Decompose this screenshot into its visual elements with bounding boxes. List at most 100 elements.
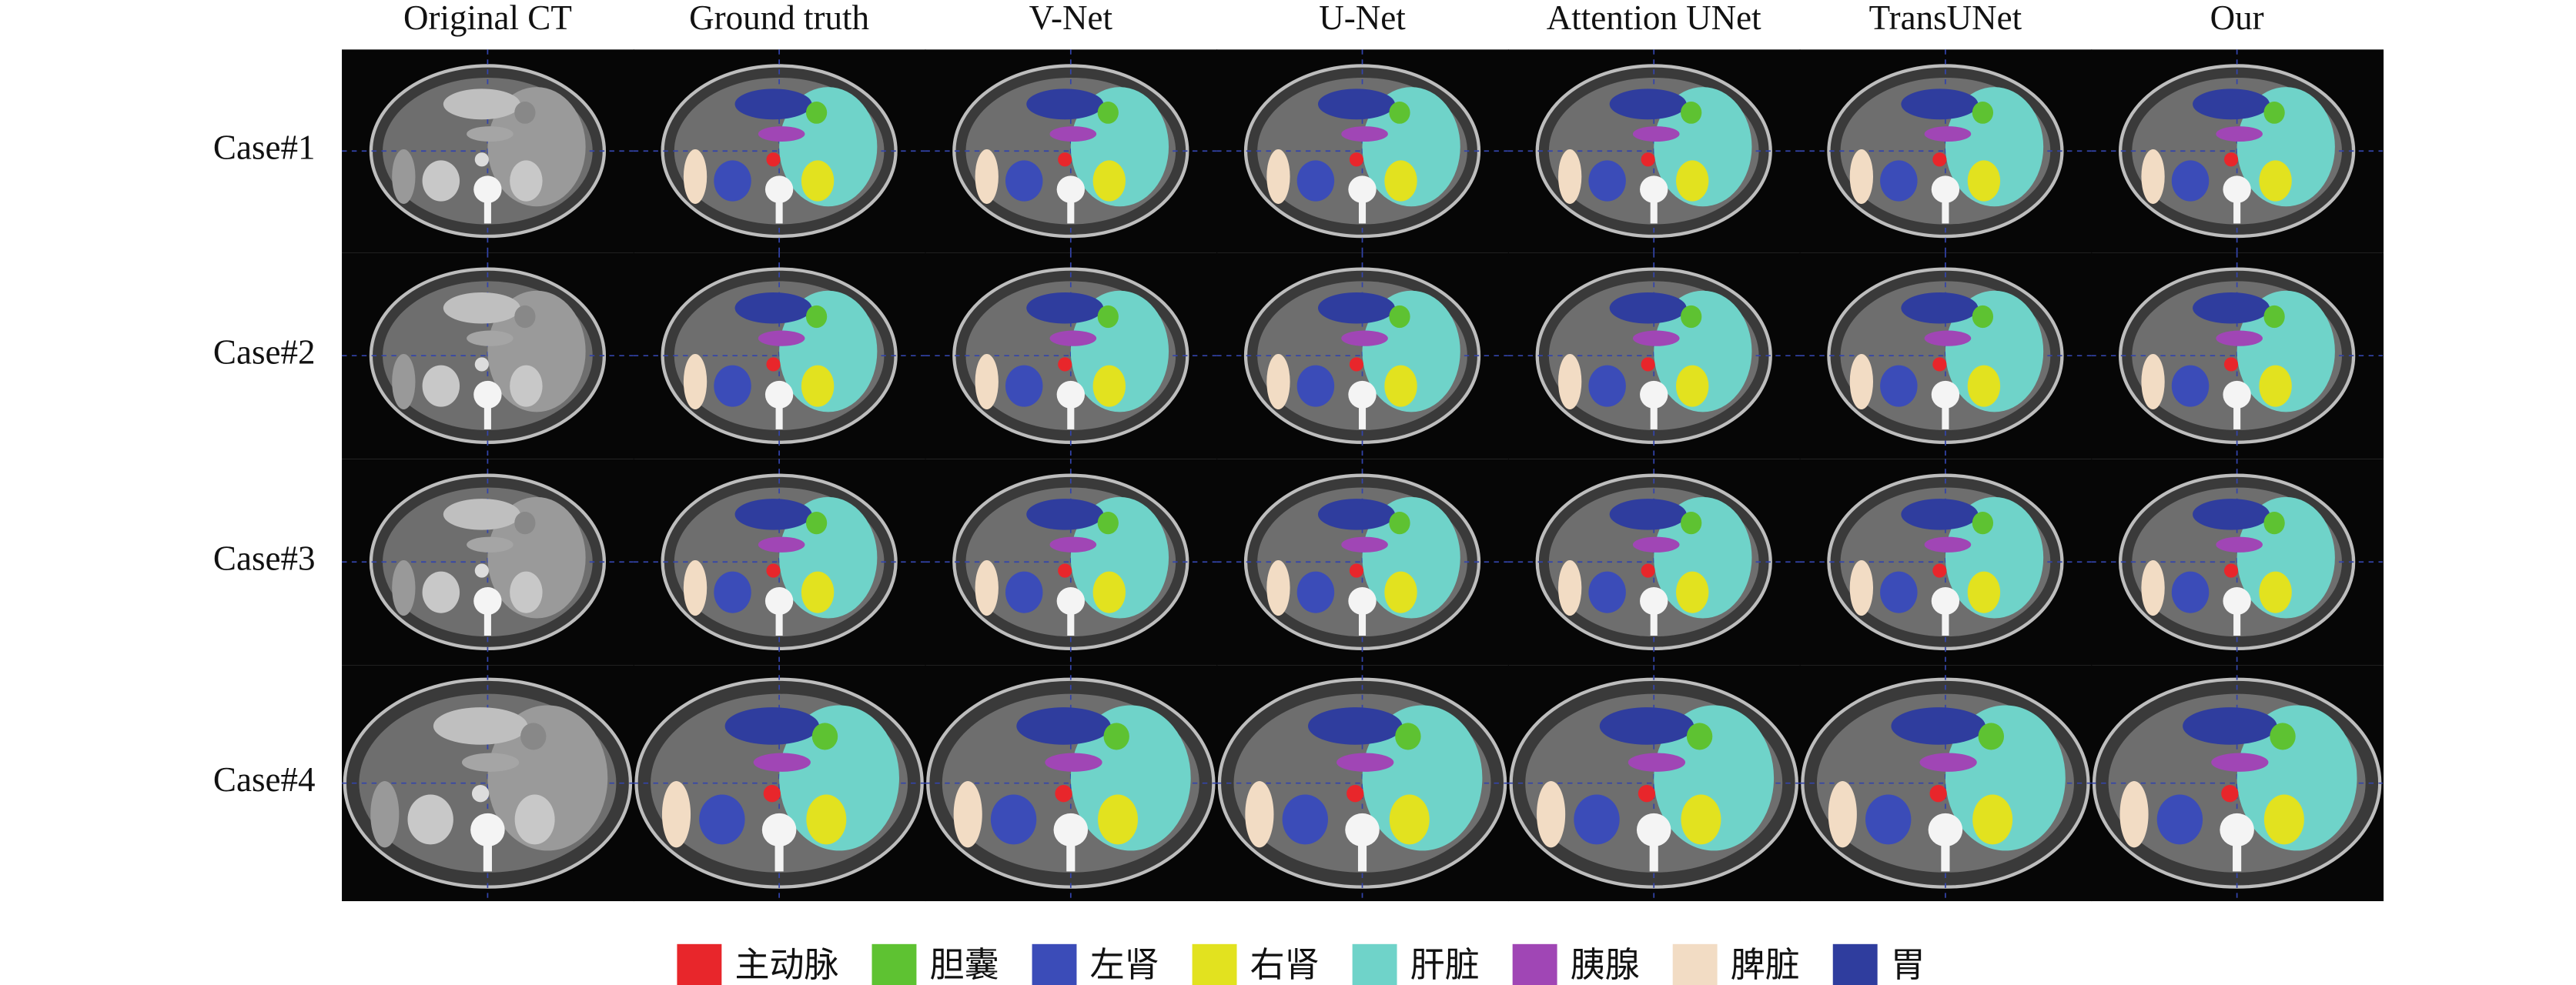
spinous-process xyxy=(1067,403,1075,429)
stomach xyxy=(1307,707,1403,745)
gallbladder xyxy=(2263,305,2285,329)
right-kidney xyxy=(2263,794,2304,845)
vertebra xyxy=(1931,175,1960,203)
gallbladder xyxy=(1103,723,1129,750)
right-kidney xyxy=(801,365,835,407)
right-kidney xyxy=(2259,571,2292,613)
stomach xyxy=(1891,707,1986,745)
spleen xyxy=(1558,353,1582,410)
legend-label: 胆囊 xyxy=(930,944,999,985)
aorta xyxy=(2223,357,2239,372)
left-kidney xyxy=(1880,571,1918,613)
spinous-process xyxy=(1066,840,1076,872)
spinous-process xyxy=(1942,609,1949,636)
ct-slice xyxy=(1507,252,1801,459)
left-kidney xyxy=(1005,160,1043,202)
right-kidney xyxy=(2259,365,2292,407)
pancreas xyxy=(467,330,514,346)
stomach xyxy=(1609,499,1687,530)
spleen xyxy=(975,560,999,616)
spinous-process xyxy=(774,840,784,872)
vertebra xyxy=(764,175,794,203)
gallbladder xyxy=(2270,723,2296,750)
stomach xyxy=(1026,292,1104,324)
spleen xyxy=(1828,780,1857,848)
stomach xyxy=(1901,292,1979,324)
aorta xyxy=(471,785,490,803)
legend-label: 胃 xyxy=(1891,944,1925,985)
pancreas xyxy=(1628,753,1686,772)
pancreas xyxy=(1049,330,1097,346)
ct-slice xyxy=(925,252,1218,459)
spleen xyxy=(1266,560,1290,616)
spinous-process xyxy=(2233,403,2241,429)
spinous-process xyxy=(775,403,783,429)
ct-slice xyxy=(1216,459,1509,666)
aorta xyxy=(1932,357,1947,372)
right-kidney xyxy=(1384,160,1417,202)
gallbladder xyxy=(1681,511,1702,535)
pancreas xyxy=(467,536,514,553)
ct-slice xyxy=(925,49,1218,253)
spleen xyxy=(2119,780,2149,848)
vertebra xyxy=(1056,586,1085,615)
pancreas xyxy=(1045,753,1102,772)
spleen xyxy=(2141,149,2165,204)
vertebra xyxy=(1928,813,1963,847)
left-kidney xyxy=(1574,794,1620,845)
spleen xyxy=(1266,353,1290,410)
stomach xyxy=(433,707,528,745)
pancreas xyxy=(1632,126,1680,142)
right-kidney xyxy=(510,571,543,613)
left-kidney xyxy=(422,160,460,202)
stomach xyxy=(2193,292,2270,324)
aorta xyxy=(763,785,781,803)
vertebra xyxy=(1640,586,1668,615)
ct-slice xyxy=(342,252,634,459)
gallbladder xyxy=(1389,101,1410,124)
gallbladder xyxy=(514,305,536,329)
gallbladder xyxy=(1972,511,1994,535)
ct-slice xyxy=(2091,459,2384,666)
legend-swatch xyxy=(1192,943,1237,985)
stomach xyxy=(443,499,520,530)
pancreas xyxy=(2211,753,2269,772)
aorta xyxy=(1055,785,1072,803)
ct-slice xyxy=(1216,665,1509,902)
pancreas xyxy=(1337,753,1394,772)
gallbladder xyxy=(520,723,547,750)
spinous-process xyxy=(775,198,783,224)
column-header: U-Net xyxy=(1319,0,1406,37)
stomach xyxy=(1026,499,1104,530)
stomach xyxy=(734,292,812,324)
column-header: Original CT xyxy=(403,0,572,37)
spleen xyxy=(1266,149,1290,204)
left-kidney xyxy=(1588,571,1626,613)
gallbladder xyxy=(514,511,536,535)
spleen xyxy=(953,780,982,848)
legend-label: 肝脏 xyxy=(1410,944,1480,985)
vertebra xyxy=(1056,175,1085,203)
right-kidney xyxy=(1681,794,1721,845)
stomach xyxy=(2193,499,2270,530)
vertebra xyxy=(2223,380,2251,409)
stomach xyxy=(1026,88,1104,120)
pancreas xyxy=(1049,126,1097,142)
right-kidney xyxy=(514,794,555,845)
stomach xyxy=(1901,499,1979,530)
ct-slice xyxy=(1216,49,1509,253)
aorta xyxy=(1058,357,1072,372)
ct-slice xyxy=(1507,665,1801,902)
spleen xyxy=(1558,149,1582,204)
gallbladder xyxy=(1389,305,1410,329)
aorta xyxy=(1932,152,1947,167)
aorta xyxy=(2221,785,2239,803)
stomach xyxy=(1599,707,1694,745)
spleen xyxy=(370,780,400,848)
pancreas xyxy=(2216,330,2263,346)
right-kidney xyxy=(1676,571,1709,613)
right-kidney xyxy=(1972,794,2013,845)
vertebra xyxy=(2223,175,2251,203)
vertebra xyxy=(2223,586,2251,615)
aorta xyxy=(474,357,489,372)
